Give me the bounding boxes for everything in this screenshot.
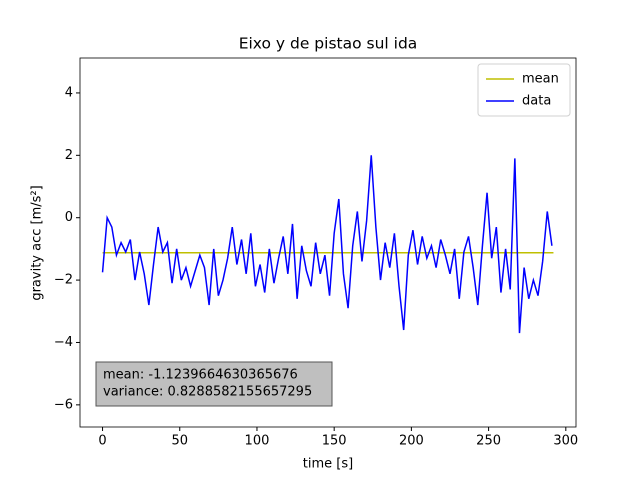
- y-tick-label: 0: [65, 210, 73, 225]
- legend-label: data: [522, 94, 551, 109]
- x-tick-label: 250: [476, 434, 501, 449]
- annotation: variance: 0.8288582155657295: [103, 385, 312, 400]
- x-tick-label: 100: [245, 434, 270, 449]
- x-tick-label: 150: [322, 434, 347, 449]
- y-axis-label: gravity acc [m/s²]: [30, 185, 45, 300]
- annotation-box: [95, 361, 333, 407]
- y-tick-label: −2: [54, 273, 73, 288]
- x-tick-label: 50: [171, 434, 188, 449]
- y-tick-label: 4: [65, 85, 73, 100]
- chart-title: Eixo y de pistao sul ida: [239, 35, 418, 53]
- series-line: [101, 155, 553, 334]
- x-axis-label: time [s]: [303, 457, 353, 472]
- y-tick-label: 2: [65, 148, 73, 163]
- y-tick-label: −6: [54, 397, 73, 412]
- y-tick-label: −4: [54, 335, 73, 350]
- x-tick-label: 300: [553, 434, 578, 449]
- annotation: mean: -1.1239664630365676: [103, 368, 298, 383]
- plot-frame: [79, 57, 577, 428]
- legend-label: mean: [522, 72, 559, 87]
- x-tick-label: 200: [399, 434, 424, 449]
- legend-box: [477, 63, 571, 117]
- x-tick-label: 0: [98, 434, 106, 449]
